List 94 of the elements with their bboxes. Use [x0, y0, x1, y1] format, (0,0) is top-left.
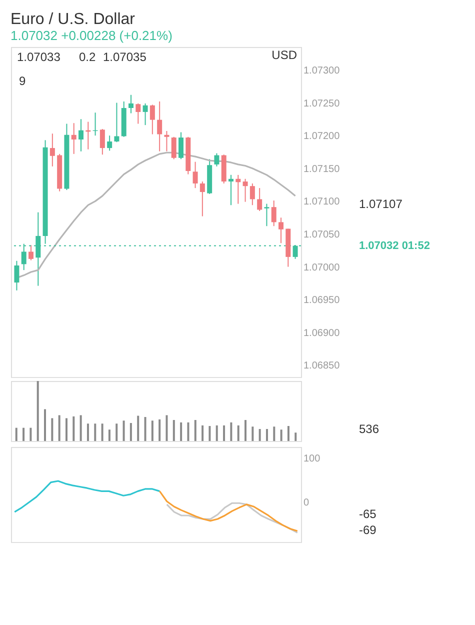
candlestick: [100, 128, 105, 156]
bar: [65, 418, 68, 441]
candlestick: [271, 200, 276, 227]
candlestick: [171, 136, 176, 160]
bar: [51, 418, 54, 441]
y-tick-label: 100: [304, 454, 321, 465]
bar: [187, 422, 190, 441]
bar: [294, 432, 297, 441]
bar: [180, 422, 182, 441]
bar: [237, 425, 240, 441]
candlestick: [228, 174, 234, 206]
candlestick: [278, 217, 284, 244]
bar: [166, 415, 168, 441]
ref-line-label: 1.07032 01:52: [359, 240, 430, 252]
bar: [216, 425, 218, 441]
candlestick: [214, 152, 220, 167]
bar: [94, 424, 96, 441]
bar: [266, 429, 268, 441]
annotation: 1.07035: [103, 50, 147, 64]
bar: [86, 424, 89, 441]
y-tick-label: 0: [304, 498, 310, 509]
bar: [116, 424, 118, 441]
text: -69: [359, 523, 377, 537]
candlestick: [50, 133, 55, 167]
bar: [44, 409, 46, 441]
y-tick-label: 1.07100: [304, 196, 340, 208]
y-tick-label: 1.07300: [304, 65, 340, 76]
bar: [137, 416, 140, 441]
candlestick: [264, 203, 270, 227]
bar: [144, 417, 146, 441]
y-tick-label: 1.06850: [304, 360, 340, 372]
candlestick: [236, 174, 241, 204]
candlestick: [142, 102, 148, 126]
candlestick: [178, 132, 184, 160]
y-tick-label: 1.07250: [304, 98, 340, 110]
text: 536: [359, 422, 380, 436]
candlestick: [164, 130, 170, 152]
bar: [244, 420, 247, 441]
y-tick-label: 1.07050: [304, 229, 340, 240]
text: -65: [359, 507, 377, 521]
y-tick-label: 1.07200: [304, 131, 340, 142]
chart-subtitle: 1.07032 +0.00228 (+0.21%): [10, 28, 172, 43]
bar: [194, 420, 196, 441]
candlestick: [114, 102, 120, 143]
bar: [80, 415, 82, 441]
candlestick: [14, 260, 20, 291]
candlestick: [150, 104, 155, 135]
candlestick: [28, 244, 34, 261]
bar: [130, 423, 132, 441]
candlestick: [128, 94, 134, 114]
annotation: 1.07033: [17, 50, 61, 64]
bar: [258, 429, 261, 441]
candlestick: [136, 102, 141, 124]
bar: [280, 430, 282, 441]
candlestick: [107, 135, 112, 152]
candlestick: [250, 182, 255, 206]
bar: [202, 425, 204, 441]
bar: [252, 426, 254, 441]
annotation: 9: [19, 74, 26, 88]
bar: [58, 415, 60, 441]
bar: [223, 425, 226, 441]
bar: [15, 428, 18, 441]
annotation: 0.2: [79, 50, 96, 64]
annotation: USD: [272, 48, 298, 62]
bar: [208, 426, 211, 441]
bar: [151, 420, 154, 441]
bar: [22, 428, 25, 441]
bar: [172, 420, 175, 441]
bar: [287, 426, 290, 441]
candlestick: [78, 118, 84, 152]
candlestick: [157, 100, 162, 152]
bar: [72, 416, 75, 441]
bar: [122, 420, 125, 441]
candlestick: [200, 180, 205, 217]
candlestick: [242, 178, 248, 202]
bar: [36, 381, 39, 441]
candlestick: [192, 161, 198, 189]
bar: [108, 430, 110, 441]
bar: [230, 422, 232, 441]
y-tick-label: 1.06950: [304, 295, 340, 306]
bar: [101, 424, 104, 441]
chart-title: Euro / U.S. Dollar: [10, 11, 136, 28]
candlestick: [257, 188, 262, 212]
line-series: [166, 502, 298, 534]
y-tick-label: 1.06900: [304, 328, 340, 339]
bar: [273, 426, 276, 441]
candlestick: [71, 122, 76, 154]
y-tick-label: 1.07150: [304, 164, 340, 175]
text: 1.07107: [359, 197, 403, 211]
y-tick-label: 1.07000: [304, 262, 340, 274]
bar: [158, 419, 161, 441]
line-series: [14, 480, 160, 513]
line-series: [158, 490, 298, 532]
bar: [30, 428, 32, 441]
